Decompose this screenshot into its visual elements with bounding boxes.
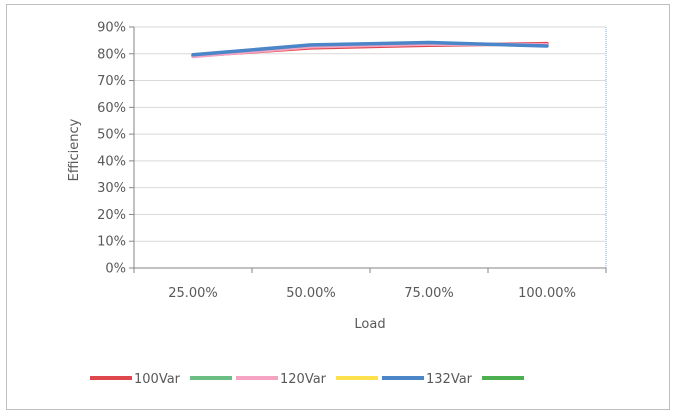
grid-lines xyxy=(133,26,607,269)
legend: 100Var 120Var 132Var xyxy=(90,372,524,387)
y-axis-title: Efficiency xyxy=(67,118,82,181)
series-lines xyxy=(191,40,549,59)
x-tick-label: 50.00% xyxy=(286,286,336,301)
plot-area-border xyxy=(133,26,607,269)
chart-frame xyxy=(6,4,670,410)
y-tick-label: 0% xyxy=(105,262,126,277)
y-tick-label: 90% xyxy=(97,21,126,36)
y-tick-label: 50% xyxy=(97,128,126,143)
y-tick-labels: 0% 10% 20% 30% 40% 50% 60% 70% 80% 90% xyxy=(97,21,126,277)
y-tick-label: 30% xyxy=(97,181,126,196)
legend-label: 120Var xyxy=(280,372,327,387)
y-tick-label: 70% xyxy=(97,74,126,89)
axes xyxy=(129,26,607,273)
legend-label: 132Var xyxy=(426,372,473,387)
x-tick-label: 75.00% xyxy=(404,286,454,301)
x-tick-label: 100.00% xyxy=(518,286,576,301)
x-tick-labels: 25.00% 50.00% 75.00% 100.00% xyxy=(168,286,576,301)
series-line-132Var xyxy=(191,40,549,57)
y-tick-label: 80% xyxy=(97,47,126,62)
y-tick-label: 60% xyxy=(97,101,126,116)
x-tick-label: 25.00% xyxy=(168,286,218,301)
legend-label: 100Var xyxy=(134,372,181,387)
y-tick-label: 10% xyxy=(97,235,126,250)
x-axis-title: Load xyxy=(354,317,385,332)
y-tick-label: 20% xyxy=(97,208,126,223)
y-tick-label: 40% xyxy=(97,154,126,169)
